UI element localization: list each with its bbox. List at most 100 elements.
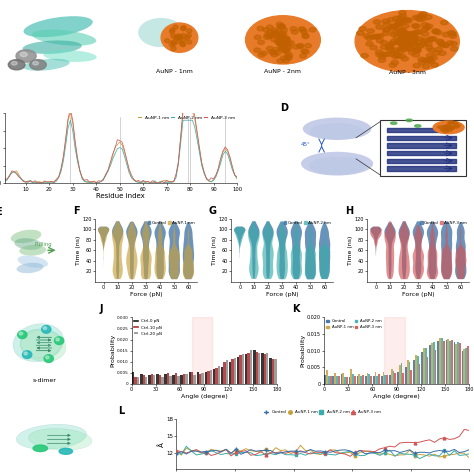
Ellipse shape bbox=[11, 230, 41, 243]
Circle shape bbox=[161, 23, 198, 52]
AuNP-3 nm bbox=[223, 447, 229, 452]
Bar bbox=[234, 358, 236, 384]
Circle shape bbox=[401, 30, 408, 35]
Ellipse shape bbox=[310, 123, 365, 140]
Circle shape bbox=[282, 48, 289, 53]
Circle shape bbox=[415, 15, 422, 19]
Circle shape bbox=[413, 48, 421, 53]
Bar bbox=[132, 372, 135, 384]
Circle shape bbox=[283, 36, 290, 40]
Bar bbox=[366, 373, 368, 384]
Circle shape bbox=[395, 22, 402, 26]
Circle shape bbox=[392, 55, 399, 59]
Bar bbox=[464, 348, 465, 384]
Circle shape bbox=[402, 40, 410, 45]
Circle shape bbox=[301, 29, 308, 34]
AuNP-2 nm bbox=[278, 450, 283, 456]
Circle shape bbox=[452, 122, 458, 124]
Circle shape bbox=[387, 18, 395, 22]
Bar bbox=[159, 375, 161, 384]
Bar bbox=[197, 372, 199, 384]
Bar bbox=[183, 374, 185, 384]
Bar bbox=[456, 344, 457, 384]
Circle shape bbox=[417, 44, 424, 48]
Legend: AuNP-1 nm, AuNP-2 nm, AuNP-3 nm: AuNP-1 nm, AuNP-2 nm, AuNP-3 nm bbox=[137, 116, 235, 120]
Circle shape bbox=[403, 43, 410, 47]
X-axis label: Force (pN): Force (pN) bbox=[266, 292, 299, 297]
Text: AuNP - 1nm: AuNP - 1nm bbox=[156, 69, 193, 73]
Bar bbox=[449, 341, 451, 384]
AuNP-3 nm bbox=[248, 452, 254, 458]
Circle shape bbox=[403, 40, 410, 45]
Circle shape bbox=[277, 35, 283, 39]
Circle shape bbox=[450, 47, 458, 51]
Circle shape bbox=[281, 27, 288, 32]
Circle shape bbox=[425, 42, 432, 46]
Bar bbox=[350, 369, 352, 384]
Text: K: K bbox=[292, 304, 300, 314]
Circle shape bbox=[399, 10, 406, 15]
Circle shape bbox=[410, 36, 418, 40]
Circle shape bbox=[432, 29, 439, 34]
Circle shape bbox=[378, 58, 385, 63]
Circle shape bbox=[177, 36, 182, 40]
Circle shape bbox=[405, 19, 412, 23]
Bar bbox=[258, 353, 260, 384]
Bar bbox=[221, 367, 223, 384]
Circle shape bbox=[398, 54, 406, 58]
Circle shape bbox=[164, 38, 170, 43]
Bar bbox=[181, 375, 183, 384]
Legend: Control, AuNP-1 nm, AuNP-2 nm, AuNP-3 nm: Control, AuNP-1 nm, AuNP-2 nm, AuNP-3 nm bbox=[326, 319, 382, 329]
Circle shape bbox=[376, 25, 383, 29]
Text: F: F bbox=[73, 206, 79, 216]
Ellipse shape bbox=[21, 330, 61, 358]
Circle shape bbox=[268, 50, 275, 54]
Circle shape bbox=[404, 37, 411, 42]
Circle shape bbox=[413, 64, 420, 68]
Circle shape bbox=[446, 129, 452, 131]
Circle shape bbox=[279, 24, 285, 28]
Bar bbox=[153, 375, 155, 384]
Bar bbox=[231, 359, 234, 384]
Bar bbox=[352, 374, 354, 384]
Bar bbox=[465, 348, 467, 384]
Circle shape bbox=[440, 20, 448, 25]
Circle shape bbox=[418, 57, 425, 62]
Bar bbox=[156, 374, 159, 384]
Text: 45°: 45° bbox=[301, 142, 311, 146]
Circle shape bbox=[402, 37, 410, 42]
Bar bbox=[336, 376, 338, 384]
Circle shape bbox=[370, 46, 377, 50]
Bar bbox=[140, 374, 143, 384]
Legend: Ctrl-0 pN, Ctrl-10 pN, Ctrl-20 pN: Ctrl-0 pN, Ctrl-10 pN, Ctrl-20 pN bbox=[134, 319, 162, 336]
Circle shape bbox=[173, 36, 179, 40]
Bar bbox=[189, 372, 191, 384]
Circle shape bbox=[396, 40, 404, 44]
Bar bbox=[384, 318, 405, 384]
Line: AuNP-3 nm: AuNP-3 nm bbox=[175, 428, 471, 458]
Circle shape bbox=[271, 32, 278, 36]
Circle shape bbox=[396, 39, 404, 43]
Circle shape bbox=[380, 45, 388, 49]
Circle shape bbox=[276, 22, 283, 27]
Bar bbox=[389, 375, 391, 384]
Circle shape bbox=[263, 27, 270, 32]
Circle shape bbox=[365, 36, 373, 40]
Circle shape bbox=[398, 46, 405, 51]
Bar bbox=[447, 339, 449, 384]
Circle shape bbox=[410, 41, 418, 45]
Bar bbox=[326, 370, 328, 384]
Control bbox=[233, 447, 239, 452]
Circle shape bbox=[412, 53, 419, 57]
Text: E: E bbox=[0, 207, 1, 217]
Circle shape bbox=[383, 22, 391, 27]
Circle shape bbox=[181, 26, 186, 29]
Circle shape bbox=[274, 30, 281, 34]
Ellipse shape bbox=[19, 245, 46, 256]
Bar bbox=[383, 372, 384, 384]
Bar bbox=[417, 356, 419, 384]
Circle shape bbox=[405, 40, 412, 44]
Y-axis label: Å: Å bbox=[158, 442, 164, 447]
Circle shape bbox=[278, 37, 285, 42]
Circle shape bbox=[171, 40, 176, 44]
